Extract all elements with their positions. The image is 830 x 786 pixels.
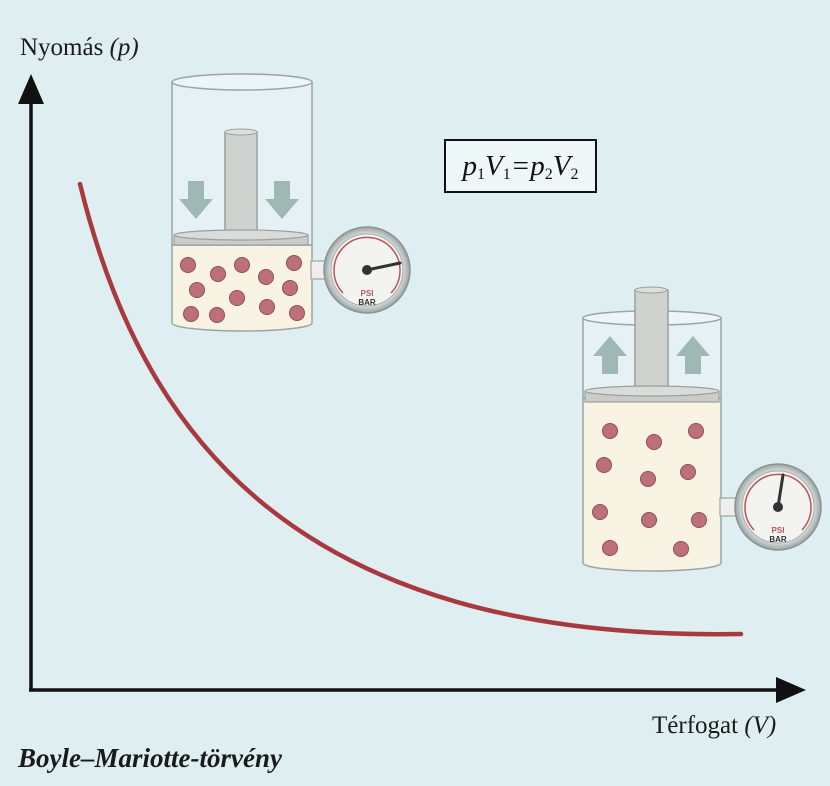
formula-v2: V	[552, 150, 571, 182]
formula-sub-4: 2	[570, 166, 579, 183]
piston-rod-top	[634, 286, 668, 294]
arrow-down-icon	[265, 181, 299, 219]
gauge-pivot	[362, 265, 372, 275]
formula-sub-2: 1	[502, 166, 511, 183]
gas-particle	[180, 257, 196, 273]
formula-equals: =	[510, 150, 531, 182]
gas-chamber	[171, 244, 313, 332]
cylinder-expanded: PSI BAR	[582, 286, 822, 572]
gas-particle	[688, 423, 704, 439]
arrow-up-icon	[593, 336, 627, 374]
gas-particle	[183, 306, 199, 322]
y-axis-arrowhead	[18, 74, 44, 104]
gas-particles	[180, 255, 305, 323]
piston-rod	[224, 131, 258, 239]
piston-plate-top	[173, 229, 309, 241]
y-axis-label-text: Nyomás	[20, 34, 104, 61]
gas-particle	[282, 280, 298, 296]
pressure-volume-curve	[77, 181, 744, 637]
gas-particle	[289, 305, 305, 321]
x-axis-arrowhead	[776, 677, 806, 703]
gas-particle	[286, 255, 302, 271]
axes	[18, 74, 806, 703]
gas-particles	[592, 423, 707, 557]
gas-particle	[596, 457, 612, 473]
gas-particle	[229, 290, 245, 306]
formula-p1: p	[462, 150, 477, 182]
gas-particle	[210, 266, 226, 282]
gas-particle	[592, 504, 608, 520]
cylinder-compressed: PSI BAR	[171, 73, 411, 332]
gas-particle	[258, 269, 274, 285]
gauge-unit-psi: PSI	[772, 526, 785, 535]
gauge-scale	[744, 473, 812, 531]
arrow-down-icon	[179, 181, 213, 219]
piston-plate-top	[584, 385, 720, 397]
gas-particle	[640, 471, 656, 487]
gas-particle	[680, 464, 696, 480]
pressure-gauge-icon: PSI BAR	[310, 226, 411, 314]
gas-particle	[259, 299, 275, 315]
gas-particle	[673, 541, 689, 557]
gauge-needle	[365, 261, 402, 272]
diagram-title: Boyle–Mariotte-törvény	[18, 743, 282, 773]
gauge-pivot	[773, 502, 783, 512]
formula-box: p1V1=p2V2	[444, 139, 597, 193]
gauge-unit-bar: BAR	[358, 298, 376, 307]
boyle-formula: p1V1=p2V2	[446, 150, 595, 184]
formula-sub-1: 1	[476, 166, 485, 183]
piston-rod-top	[224, 128, 258, 136]
gauge-unit-psi: PSI	[361, 289, 374, 298]
gauge-needle	[776, 473, 785, 509]
x-axis-label-var: (V)	[744, 712, 777, 739]
gas-particle	[691, 512, 707, 528]
gauge-unit-bar: BAR	[769, 535, 787, 544]
gas-particle	[602, 540, 618, 556]
piston-rod	[634, 289, 669, 392]
formula-p2: p	[530, 150, 545, 182]
x-axis-label-text: Térfogat	[652, 712, 739, 739]
tube-rim	[171, 73, 313, 91]
y-axis-label: Nyomás (p)	[20, 34, 139, 62]
gas-particle	[646, 434, 662, 450]
formula-v1: V	[484, 150, 503, 182]
gas-particle	[602, 423, 618, 439]
arrow-up-icon	[676, 336, 710, 374]
x-axis-label: Térfogat (V)	[652, 712, 776, 740]
y-axis-label-var: (p)	[109, 34, 139, 61]
gas-particle	[209, 307, 225, 323]
gauge-scale	[333, 236, 401, 294]
formula-sub-3: 2	[544, 166, 553, 183]
pressure-gauge-icon: PSI BAR	[719, 463, 822, 551]
gas-particle	[641, 512, 657, 528]
gas-particle	[189, 282, 205, 298]
gas-particle	[234, 257, 250, 273]
